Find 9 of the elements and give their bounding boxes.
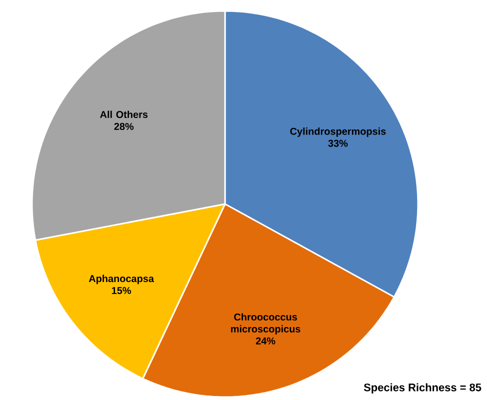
data-label: 15%: [112, 287, 132, 294]
data-label: 28%: [114, 122, 134, 130]
text: Species Richness = 85: [364, 383, 482, 394]
slice-label: Aphanocapsa: [88, 274, 154, 284]
slice-label: Chroococcus microscopicus: [231, 313, 300, 334]
data-label: 33%: [328, 140, 348, 147]
slice-label: Cylindrospermopsis: [290, 128, 386, 137]
data-label: 24%: [256, 337, 276, 344]
slice-label: All Others: [100, 110, 148, 118]
